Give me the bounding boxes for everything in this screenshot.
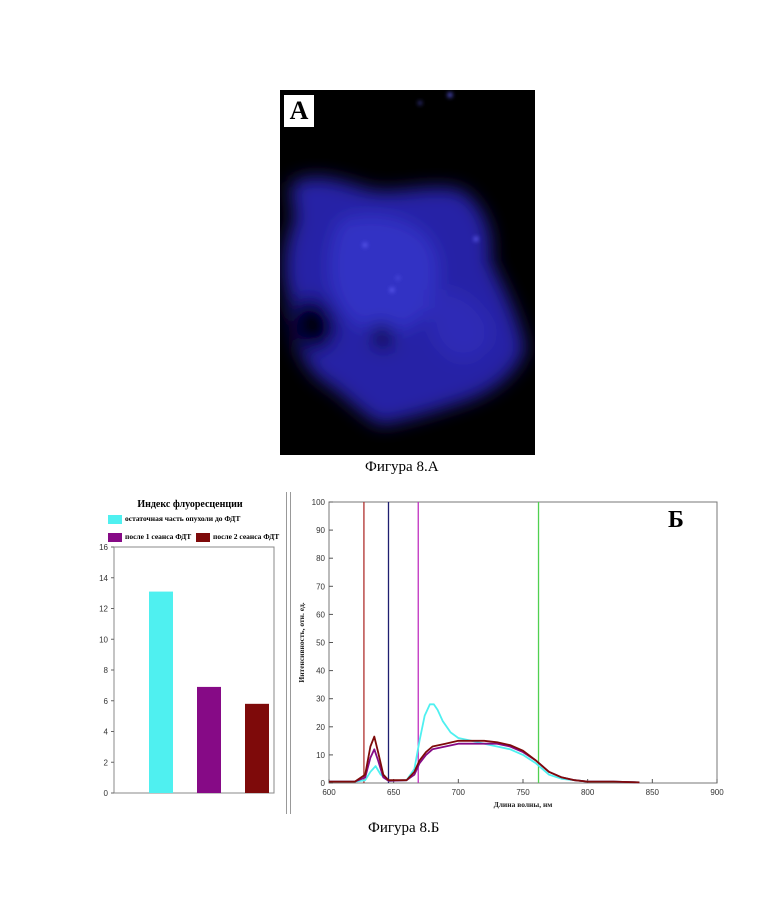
spectrum-series-1 [329, 703, 640, 784]
legend-swatch-darkred [196, 532, 210, 542]
legend-item-before: остаточная часть опухоли до ФДТ [108, 514, 240, 524]
spectrum-chart: 0 10 20 30 40 50 60 70 80 90 100 600 650 700 750 800 850… [297, 498, 724, 809]
legend-label-session1: после 1 сеанса ФДТ [125, 532, 192, 541]
spectrum-y-tick-label: 20 [316, 723, 325, 732]
spectrum-y-tick-label: 90 [316, 526, 325, 535]
spectrum-x-tick-label: 600 [322, 788, 336, 797]
bar-y-tick-label: 2 [104, 758, 109, 767]
bar-chart: 0 2 4 6 8 10 12 14 16 [99, 543, 275, 798]
legend-swatch-cyan [108, 514, 122, 524]
figure-divider [286, 492, 291, 814]
spectrum-y-tick-label: 30 [316, 695, 325, 704]
legend-item-session2: после 2 сеанса ФДТ [196, 532, 279, 542]
spectrum-y-tick-label: 60 [316, 610, 325, 619]
legend-swatch-purple [108, 532, 122, 542]
spectrum-y-tick-label: 0 [321, 779, 326, 788]
figure-b-caption: Фигура 8.Б [368, 820, 440, 836]
bar-1 [149, 591, 173, 793]
spectrum-x-tick-label: 900 [710, 788, 724, 797]
spectrum-y-axis-label: Интенсивность, отн. ед. [297, 602, 306, 682]
bar-y-tick-label: 10 [99, 635, 108, 644]
bar-y-tick-label: 14 [99, 574, 108, 583]
spectrum-x-tick-label: 700 [452, 788, 466, 797]
spectrum-plot-frame [328, 501, 718, 784]
bar-2 [197, 686, 221, 793]
spectrum-y-tick-label: 40 [316, 667, 325, 676]
spectrum-x-tick-label: 800 [581, 788, 595, 797]
bar-y-tick-label: 6 [104, 697, 109, 706]
spectrum-x-tick-label: 650 [387, 788, 401, 797]
figure-b-label: Б [668, 507, 684, 533]
figure-a-caption: Фигура 8.А [365, 459, 439, 475]
spectrum-x-axis-label: Длина волны, нм [494, 800, 553, 809]
fluorescence-image: А [280, 90, 535, 455]
bar-chart-title: Индекс флуоресценции [137, 499, 243, 510]
spectrum-y-tick-label: 70 [316, 582, 325, 591]
bar-y-tick-label: 0 [104, 789, 109, 798]
spectrum-series-3 [329, 735, 640, 784]
bar-y-tick-label: 4 [104, 728, 109, 737]
spectrum-y-tick-label: 100 [312, 498, 326, 507]
figure-a-label: А [284, 95, 314, 127]
bar-y-tick-label: 16 [99, 543, 108, 552]
legend-label-session2: после 2 сеанса ФДТ [213, 532, 280, 541]
spectrum-y-tick-label: 50 [316, 639, 325, 648]
bar-y-tick-label: 12 [99, 605, 108, 614]
spectrum-x-tick-label: 750 [516, 788, 530, 797]
spectrum-y-tick-label: 80 [316, 554, 325, 563]
spectrum-x-tick-label: 850 [646, 788, 660, 797]
spectrum-y-tick-label: 10 [316, 751, 325, 760]
legend-label-before: остаточная часть опухоли до ФДТ [125, 514, 241, 523]
fluorescence-picture [284, 92, 525, 425]
bar-y-tick-label: 8 [104, 666, 109, 675]
bar-3 [245, 703, 269, 793]
legend-item-session1: после 1 сеанса ФДТ [108, 532, 191, 542]
